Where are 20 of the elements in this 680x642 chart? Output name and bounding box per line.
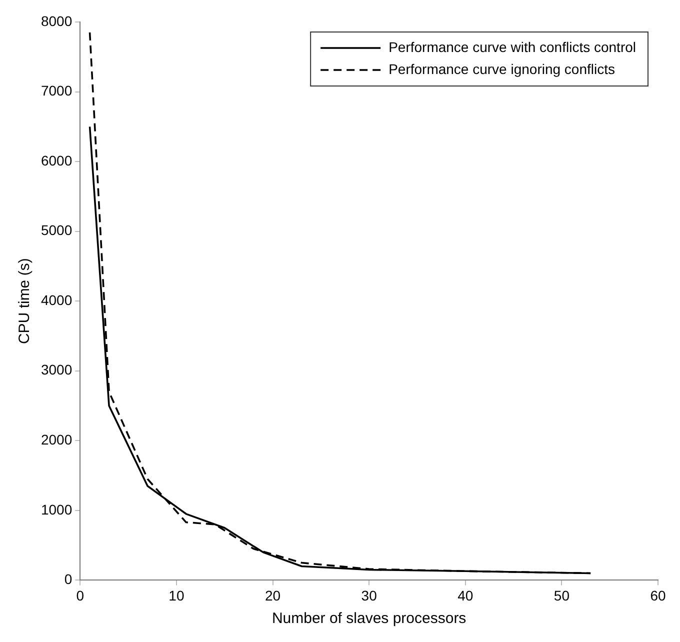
legend-label: Performance curve with conflicts control <box>388 38 636 55</box>
x-tick-label: 0 <box>76 587 84 604</box>
y-tick-label: 8000 <box>40 12 72 29</box>
y-tick-label: 1000 <box>40 501 72 518</box>
y-tick-label: 7000 <box>40 82 72 99</box>
y-tick-label: 2000 <box>40 432 72 448</box>
y-tick-label: 5000 <box>40 222 72 238</box>
y-tick-label: 3000 <box>40 362 72 378</box>
y-tick-label: 4000 <box>40 292 72 308</box>
y-axis-title: CPU time (s) <box>16 258 34 344</box>
x-tick-label: 50 <box>554 587 570 604</box>
legend-label: Performance curve ignoring conflicts <box>388 60 616 77</box>
y-tick-label: 6000 <box>40 152 72 168</box>
x-tick-label: 10 <box>168 587 184 604</box>
x-tick-label: 20 <box>264 587 281 604</box>
x-tick-label: 30 <box>361 587 378 604</box>
x-axis-title: Number of slaves processors <box>272 610 466 628</box>
x-tick-label: 40 <box>458 587 474 604</box>
x-tick-label: 60 <box>650 587 666 604</box>
y-tick-label: 0 <box>64 571 72 588</box>
